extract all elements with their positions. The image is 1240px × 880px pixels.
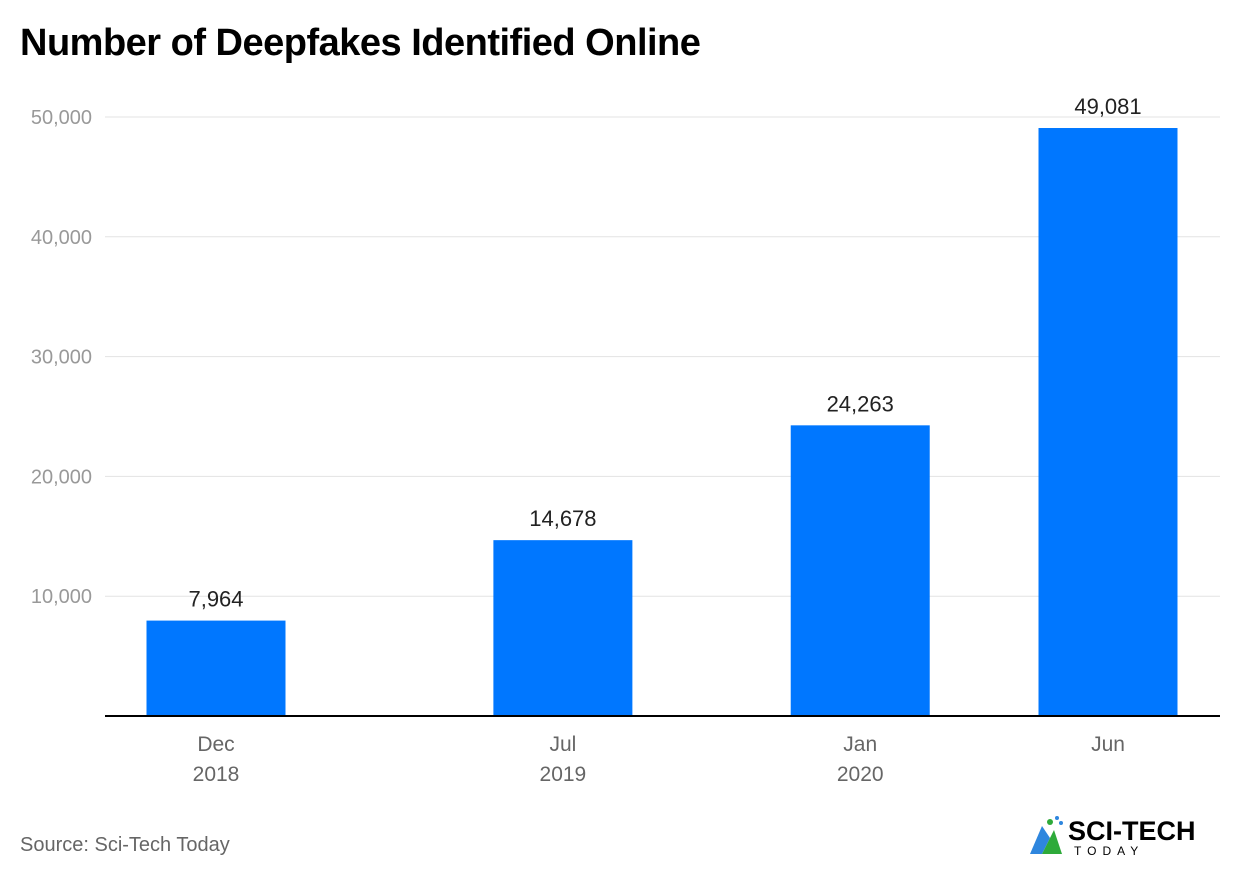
data-label: 7,964 [188, 587, 243, 612]
bar [790, 425, 930, 716]
y-tick-label: 50,000 [31, 107, 92, 129]
data-label: 49,081 [1074, 94, 1141, 119]
source-note: Source: Sci-Tech Today [20, 834, 230, 856]
svg-text:TODAY: TODAY [1074, 844, 1144, 856]
y-tick-label: 40,000 [31, 227, 92, 249]
x-tick-label: Jul [549, 733, 576, 756]
x-tick-label: 2019 [540, 763, 587, 786]
data-label: 24,263 [827, 391, 894, 416]
chart-title: Number of Deepfakes Identified Online [20, 22, 701, 64]
y-tick-label: 10,000 [31, 586, 92, 608]
x-tick-label: Jun [1091, 733, 1125, 756]
svg-text:SCI-TECH: SCI-TECH [1068, 816, 1196, 846]
y-tick-label: 20,000 [31, 466, 92, 488]
data-label: 14,678 [529, 506, 596, 531]
bar [146, 620, 286, 716]
bar [1038, 128, 1178, 716]
x-tick-label: Jan [843, 733, 877, 756]
x-tick-label: 2020 [837, 763, 884, 786]
sci-tech-today-logo: SCI-TECH TODAY [1030, 816, 1196, 856]
bar [493, 540, 633, 716]
x-tick-label: Dec [197, 733, 234, 756]
y-tick-label: 30,000 [31, 347, 92, 369]
x-tick-label: 2018 [193, 763, 240, 786]
